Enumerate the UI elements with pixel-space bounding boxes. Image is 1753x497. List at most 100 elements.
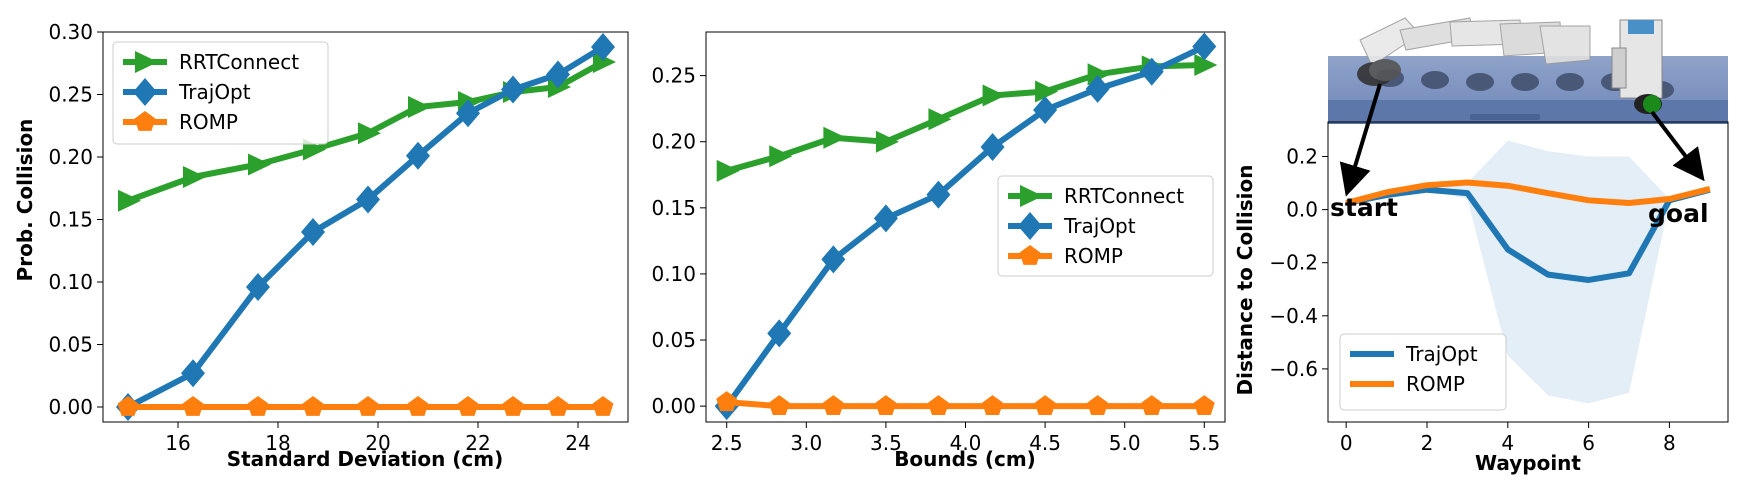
data-point-trajopt — [501, 75, 525, 104]
data-point-romp — [1087, 395, 1109, 416]
data-point-romp — [457, 396, 479, 416]
data-point-rrtconnect — [769, 145, 793, 168]
legend-label-romp: ROMP — [1406, 372, 1465, 396]
legend-marker-romp — [1019, 245, 1041, 265]
x-tick-label: 3.0 — [790, 431, 822, 455]
data-point-trajopt — [591, 33, 615, 61]
x-axis-label: Bounds (cm) — [894, 447, 1036, 471]
data-point-romp — [1141, 395, 1163, 416]
y-tick-label: 0.20 — [651, 130, 696, 154]
data-point-romp — [302, 396, 324, 416]
y-tick-label: 0.15 — [651, 196, 696, 220]
x-tick-label: 5.5 — [1188, 431, 1220, 455]
plot-area — [714, 32, 1218, 421]
y-tick-label: 0.10 — [651, 262, 696, 286]
data-point-rrtconnect — [408, 96, 431, 118]
data-point-rrtconnect — [1035, 80, 1059, 103]
data-point-trajopt — [456, 99, 480, 128]
x-tick-label: 22 — [465, 431, 490, 455]
y-tick-label: 0.05 — [48, 333, 93, 357]
panel-bounds: 2.5 3.0 3.5 4.0 4.5 5.0 5.5 0.00 0.05 0.10 0.15 0.2… — [651, 31, 1226, 471]
series-line-romp — [1345, 179, 1711, 206]
legend-label-romp: ROMP — [179, 110, 238, 134]
data-point-romp — [357, 396, 379, 416]
data-point-trajopt — [1192, 32, 1217, 61]
x-tick-label: 4.0 — [950, 431, 982, 455]
goal-annotation: goal — [1648, 199, 1709, 228]
legend: RRTConnect TrajOpt ROMP — [997, 175, 1214, 277]
data-point-romp — [182, 396, 204, 416]
legend: TrajOpt ROMP — [1339, 333, 1507, 411]
y-axis-label: Distance to Collision — [1233, 164, 1257, 395]
y-tick-label: 0.00 — [48, 395, 93, 419]
series-line-rrtconnect — [725, 62, 1205, 174]
data-point-rrtconnect — [875, 130, 899, 153]
legend-label-trajopt: TrajOpt — [1405, 342, 1478, 366]
plot-frame — [1327, 121, 1729, 423]
legend-box — [997, 175, 1214, 277]
data-point-romp — [875, 395, 897, 416]
plot-frame — [102, 31, 629, 423]
data-point-trajopt — [1033, 96, 1058, 124]
legend-marker-trajopt — [133, 78, 157, 106]
legend-marker-trajopt — [1018, 212, 1042, 240]
y-tick-label: 0.2 — [1286, 145, 1318, 169]
data-point-romp — [982, 395, 1004, 416]
data-point-rrtconnect — [183, 166, 206, 188]
trajopt-uncertainty-band — [1346, 140, 1710, 404]
legend-marker-rrtconnect — [135, 51, 158, 73]
legend-label-rrtconnect: RRTConnect — [179, 50, 299, 74]
data-point-romp — [768, 395, 790, 416]
series-line-trajopt — [1345, 186, 1711, 283]
data-point-rrtconnect — [358, 122, 381, 145]
data-point-trajopt — [356, 185, 380, 214]
x-tick-label: 5.0 — [1109, 431, 1141, 455]
panel-std-deviation: 16 18 20 22 24 0.00 0.05 0.10 0.15 0.20 0.25 0.30 St… — [13, 20, 629, 471]
y-axis-label: Prob. Collision — [13, 119, 37, 282]
goal-arrow — [1650, 110, 1705, 182]
start-arrow — [1339, 83, 1382, 197]
x-axis-label: Standard Deviation (cm) — [227, 447, 504, 471]
data-point-trajopt — [406, 141, 430, 170]
data-point-trajopt — [246, 273, 270, 301]
legend-marker-romp — [134, 111, 156, 131]
x-axis-label: Waypoint — [1475, 451, 1581, 475]
y-tick-label: 0.0 — [1286, 198, 1318, 222]
y-tick-label: 0.25 — [48, 83, 93, 107]
series-line-rrtconnect — [126, 59, 605, 204]
legend-marker-rrtconnect — [1020, 185, 1043, 207]
data-point-romp — [407, 396, 429, 416]
series-line-trajopt — [126, 44, 605, 410]
legend-label-trajopt: TrajOpt — [178, 80, 251, 104]
data-point-trajopt — [546, 60, 570, 89]
y-tick-label: 0.05 — [651, 328, 696, 352]
data-point-rrtconnect — [928, 108, 952, 131]
data-point-romp — [927, 395, 949, 416]
start-annotation: start — [1330, 193, 1398, 222]
y-tick-label: 0.25 — [651, 64, 696, 88]
legend-label-romp: ROMP — [1064, 244, 1123, 268]
data-point-trajopt — [767, 319, 792, 348]
plot-area — [116, 33, 616, 421]
data-point-rrtconnect — [248, 153, 271, 176]
x-tick-label: 18 — [265, 431, 290, 455]
data-point-romp — [822, 395, 844, 416]
x-tick-label: 3.5 — [870, 431, 902, 455]
data-point-romp — [117, 396, 139, 416]
panel-waypoint: 0 2 4 6 8 −0.6 −0.4 −0.2 0.0 0.2 Waypoint Distance … — [1233, 17, 1729, 475]
data-point-romp — [502, 396, 524, 416]
y-tick-label: −0.2 — [1269, 251, 1318, 275]
data-point-romp — [592, 396, 614, 416]
data-point-trajopt — [926, 180, 951, 209]
robot-scene-image — [1328, 17, 1728, 124]
data-point-romp — [547, 396, 569, 416]
x-tick-label: 6 — [1582, 431, 1595, 455]
data-point-trajopt — [1139, 57, 1164, 86]
data-point-romp — [1193, 395, 1215, 416]
x-tick-label: 4 — [1501, 431, 1514, 455]
data-point-trajopt — [1085, 74, 1110, 103]
data-point-rrtconnect — [716, 159, 740, 182]
y-tick-label: 0.20 — [48, 145, 93, 169]
x-tick-label: 0 — [1340, 431, 1353, 455]
